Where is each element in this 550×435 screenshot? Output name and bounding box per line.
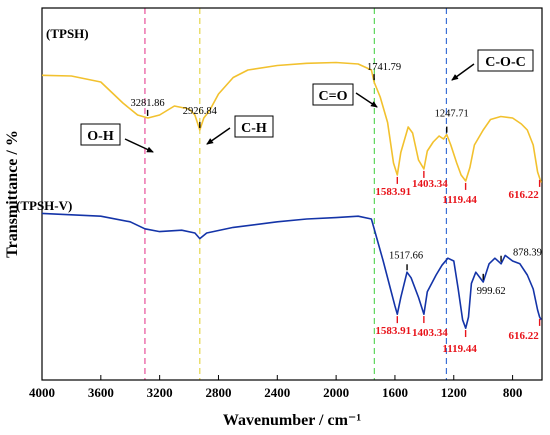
x-tick-label: 3200 [147,385,173,400]
annotation-oh-label: O-H [87,129,114,144]
x-tick-label: 1600 [382,385,408,400]
series-line-0 [41,61,543,183]
x-tick-label: 3600 [88,385,114,400]
annotation-oh: O-H [80,123,154,153]
peak-label: 1741.79 [367,62,401,73]
peak-label: 616.22 [508,330,539,342]
annotation-coc: C-O-C [451,49,534,81]
x-tick-label: 1200 [441,385,467,400]
annotation-co-label: C=O [319,89,348,104]
peak-label: 616.22 [508,189,539,201]
peak-label: 1247.71 [435,109,469,120]
annotation-co: C=O [312,83,378,108]
annotation-ch-label: C-H [241,121,267,136]
peak-label: 1119.44 [442,343,477,355]
peak-label: 1517.66 [389,250,423,261]
peak-label: 999.62 [477,286,506,297]
x-tick-label: 2800 [205,385,231,400]
peak-label: 1583.91 [375,325,411,337]
y-axis-title: Transmittance / % [4,130,21,258]
series-label-tpsh: (TPSH) [46,26,89,41]
peak-labels: 3281.862926.841741.791247.711583.911403.… [131,62,542,355]
peak-label: 1403.34 [412,178,448,190]
x-tick-label: 2000 [323,385,349,400]
reference-lines [144,8,448,380]
peak-label: 878.39 [513,248,542,259]
x-tick-label: 2400 [264,385,290,400]
x-tick-label: 4000 [29,385,55,400]
series-layer [41,61,543,330]
plot-frame [41,7,543,381]
series-line-1 [41,212,542,330]
peak-label: 1403.34 [412,327,448,339]
annotation-ch: C-H [206,115,274,145]
x-axis-title: Wavenumber / cm⁻¹ [223,412,361,429]
peak-label: 1119.44 [442,194,477,206]
peak-label: 3281.86 [131,98,165,109]
x-axis-ticks: 4000 3600 3200 2800 2400 2000 1600 1200 800 [29,375,522,400]
annotation-coc-label: C-O-C [485,55,525,70]
x-tick-label: 800 [503,385,523,400]
series-label-tpsh-v: (TPSH-V) [16,198,72,213]
peak-label: 1583.91 [375,186,411,198]
peak-label: 2926.84 [183,106,218,117]
